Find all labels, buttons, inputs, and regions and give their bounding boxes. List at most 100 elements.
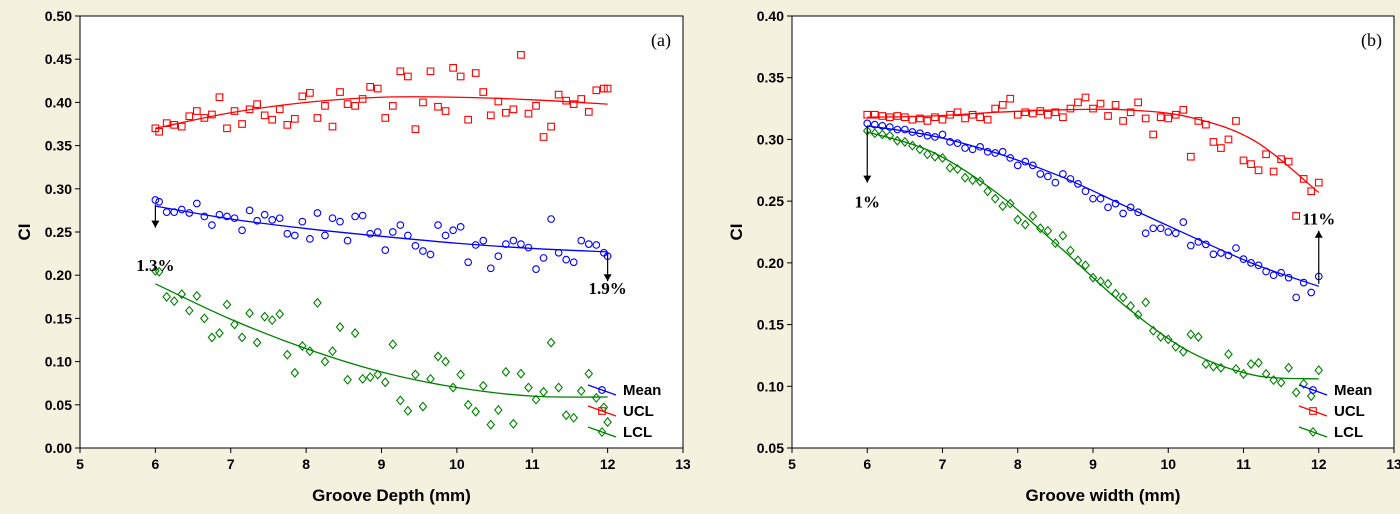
point-mean-a: [494, 252, 503, 261]
point-mean-b: [1126, 203, 1135, 212]
point-mean-a: [275, 214, 284, 223]
point-ucl-b: [1066, 104, 1075, 113]
point-ucl-b: [1021, 108, 1030, 117]
point-lcl-a: [298, 341, 307, 352]
point-mean-b: [1059, 170, 1067, 178]
point-lcl-b: [1013, 214, 1023, 225]
point-lcl-a: [343, 374, 352, 385]
point-mean-a: [151, 196, 160, 204]
point-lcl-a: [524, 382, 533, 393]
point-mean-a: [554, 248, 563, 257]
legend-marker-ucl-a: [598, 407, 606, 415]
y-tick-label-a: 0.10: [45, 354, 72, 370]
point-ucl-b: [1269, 167, 1278, 176]
point-lcl-b: [938, 152, 947, 163]
point-mean-a: [290, 231, 299, 240]
point-mean-a: [486, 264, 495, 273]
x-tick-label-b: 10: [1160, 456, 1176, 472]
point-lcl-a: [561, 410, 571, 421]
point-ucl-a: [230, 107, 239, 115]
x-tick-label-b: 11: [1236, 456, 1251, 472]
point-mean-a: [426, 250, 435, 259]
legend-marker-lcl-a: [597, 426, 607, 438]
point-ucl-b: [863, 110, 872, 119]
point-ucl-a: [396, 67, 405, 76]
point-ucl-a: [517, 51, 525, 59]
point-mean-b: [983, 147, 992, 156]
point-mean-a: [283, 229, 292, 238]
legend-marker-ucl-b: [1309, 407, 1317, 415]
y-tick-label-a: 0.50: [45, 8, 72, 24]
point-lcl-a: [275, 309, 285, 320]
point-lcl-a: [350, 328, 360, 339]
point-mean-b: [908, 128, 917, 136]
point-lcl-b: [1209, 361, 1218, 372]
point-mean-a: [313, 209, 322, 217]
point-mean-a: [253, 216, 261, 225]
point-lcl-a: [471, 406, 481, 417]
point-mean-b: [870, 120, 879, 129]
x-tick-label-a: 11: [525, 456, 540, 472]
point-mean-a: [562, 255, 571, 264]
point-mean-a: [539, 254, 548, 262]
point-lcl-a: [215, 328, 224, 339]
x-tick-label-b: 5: [788, 456, 796, 472]
point-mean-b: [931, 133, 939, 141]
point-mean-b: [968, 145, 977, 154]
point-mean-b: [998, 147, 1007, 156]
point-mean-b: [901, 125, 909, 134]
point-ucl-b: [1104, 112, 1112, 120]
point-ucl-a: [192, 107, 201, 115]
y-tick-label-b: 0.10: [757, 378, 784, 394]
x-tick-label-b: 6: [863, 456, 871, 472]
legend-marker-mean-b: [1309, 386, 1317, 394]
point-lcl-a: [162, 291, 172, 302]
legend-line-ucl-a: [587, 405, 617, 417]
y-tick-label-a: 0.15: [45, 310, 72, 326]
point-mean-a: [298, 217, 307, 226]
point-lcl-a: [260, 311, 269, 322]
point-lcl-b: [1088, 272, 1098, 283]
point-mean-a: [306, 235, 314, 243]
point-ucl-a: [486, 111, 495, 120]
point-ucl-a: [358, 95, 367, 103]
point-ucl-b: [908, 115, 917, 124]
point-ucl-a: [494, 97, 503, 106]
point-ucl-a: [449, 63, 457, 72]
y-tick-label-a: 0.20: [45, 267, 72, 283]
point-mean-a: [230, 214, 239, 223]
point-mean-b: [1284, 273, 1293, 282]
point-lcl-b: [953, 164, 962, 175]
series-ucl-b: [863, 93, 1323, 220]
point-ucl-a: [366, 82, 375, 91]
point-ucl-b: [1036, 107, 1045, 115]
point-ucl-a: [434, 102, 442, 111]
y-tick-label-b: 0.20: [757, 255, 784, 271]
point-ucl-b: [946, 110, 954, 119]
point-mean-a: [381, 246, 390, 254]
point-ucl-b: [1134, 98, 1143, 107]
point-mean-a: [584, 240, 593, 248]
point-lcl-a: [237, 332, 247, 343]
point-lcl-b: [1306, 391, 1316, 402]
point-ucl-b: [1179, 105, 1188, 114]
point-ucl-a: [177, 122, 186, 131]
point-mean-b: [1141, 229, 1150, 238]
point-mean-a: [441, 231, 450, 240]
point-lcl-a: [358, 373, 367, 384]
x-axis-title-b: Groove width (mm): [1026, 486, 1181, 505]
chart-a-svg: 5 6 7 8 9 10 11 12 13 0.00 0.05 0.10 0.15 0.20 0.25 0.3…: [15, 8, 690, 505]
point-ucl-a: [321, 102, 329, 110]
point-mean-a: [245, 206, 254, 215]
point-ucl-b: [991, 104, 1000, 113]
point-ucl-b: [1089, 104, 1097, 113]
point-mean-a: [419, 247, 427, 255]
x-tick-label-a: 13: [675, 456, 690, 472]
point-mean-a: [509, 236, 518, 245]
point-lcl-a: [290, 367, 300, 378]
point-mean-b: [893, 125, 902, 134]
point-ucl-a: [268, 115, 277, 124]
point-ucl-b: [1239, 156, 1248, 165]
point-lcl-a: [305, 346, 315, 357]
point-ucl-b: [1126, 108, 1135, 117]
